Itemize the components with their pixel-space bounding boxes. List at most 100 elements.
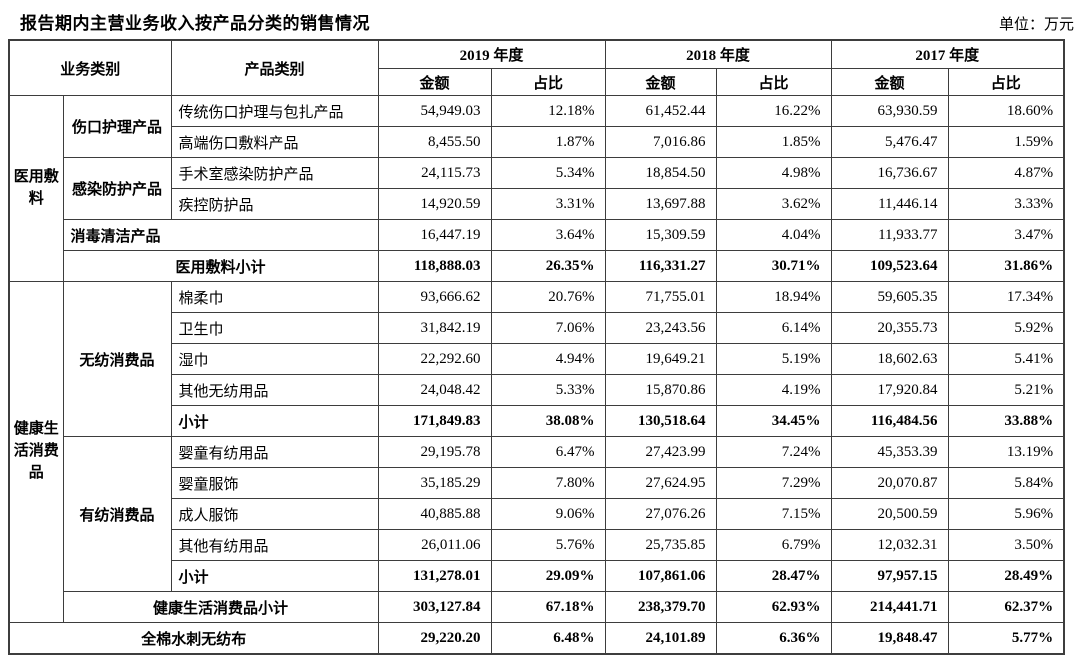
business-group-medical: 医用敷料: [8, 95, 64, 282]
share-2019-cell: 67.18%: [490, 591, 606, 623]
share-2017-cell: 5.77%: [947, 622, 1065, 655]
share-2017-cell: 17.34%: [947, 281, 1065, 313]
share-2019-cell: 6.47%: [490, 436, 606, 468]
share-2019-cell: 1.87%: [490, 126, 606, 158]
subtotal-label-health-life: 健康生活消费品小计: [62, 591, 379, 623]
amount-2017-cell: 18,602.63: [830, 343, 949, 375]
share-2017-cell: 13.19%: [947, 436, 1065, 468]
product-cell: 湿巾: [170, 343, 379, 375]
product-cell: 婴童有纺用品: [170, 436, 379, 468]
share-2018-cell: 62.93%: [715, 591, 832, 623]
share-2018-cell: 7.29%: [715, 467, 832, 499]
amount-2018-cell: 15,309.59: [604, 219, 717, 251]
share-2019-cell: 7.06%: [490, 312, 606, 344]
amount-2018-cell: 24,101.89: [604, 622, 717, 655]
sub-category-wound-care: 伤口护理产品: [62, 95, 172, 158]
amount-2018-cell: 107,861.06: [604, 560, 717, 592]
business-group-health-life: 健康生活消费品: [8, 281, 64, 623]
share-2018-cell: 18.94%: [715, 281, 832, 313]
table-row: 湿巾 22,292.60 4.94% 19,649.21 5.19% 18,60…: [9, 343, 1065, 375]
share-2019-cell: 38.08%: [490, 405, 606, 437]
year-2017-header: 2017 年度: [830, 39, 1065, 69]
document-header: 报告期内主营业务收入按产品分类的销售情况 单位：万元: [0, 0, 1080, 39]
amount-2017-cell: 16,736.67: [830, 157, 949, 189]
business-category-header: 业务类别: [8, 39, 172, 96]
amount-2017-cell: 214,441.71: [830, 591, 949, 623]
amount-2019-cell: 118,888.03: [377, 250, 492, 282]
table-row: 成人服饰 40,885.88 9.06% 27,076.26 7.15% 20,…: [9, 498, 1065, 530]
amount-2017-cell: 11,446.14: [830, 188, 949, 220]
share-2019-cell: 20.76%: [490, 281, 606, 313]
table-row: 卫生巾 31,842.19 7.06% 23,243.56 6.14% 20,3…: [9, 312, 1065, 344]
share-2017-cell: 62.37%: [947, 591, 1065, 623]
amount-2018-cell: 13,697.88: [604, 188, 717, 220]
share-2018-cell: 7.24%: [715, 436, 832, 468]
table-row: 医用敷料 伤口护理产品 传统伤口护理与包扎产品 54,949.03 12.18%…: [8, 95, 1065, 282]
product-cell: 成人服饰: [170, 498, 379, 530]
share-2018-cell: 34.45%: [715, 405, 832, 437]
amount-2017-cell: 20,500.59: [830, 498, 949, 530]
amount-2017-cell: 12,032.31: [830, 529, 949, 561]
share-2019-cell: 6.48%: [490, 622, 606, 655]
share-2018-cell: 4.04%: [715, 219, 832, 251]
amount-2019-cell: 14,920.59: [377, 188, 492, 220]
share-2017-cell: 31.86%: [947, 250, 1065, 282]
year-2019-header: 2019 年度: [377, 39, 606, 69]
share-2018-cell: 6.79%: [715, 529, 832, 561]
subtotal-label-medical: 医用敷料小计: [62, 250, 379, 282]
product-cell: 其他有纺用品: [170, 529, 379, 561]
amount-2019-cell: 29,195.78: [377, 436, 492, 468]
page-title: 报告期内主营业务收入按产品分类的销售情况: [20, 14, 370, 33]
amount-2017-cell: 59,605.35: [830, 281, 949, 313]
share-2017-cell: 5.41%: [947, 343, 1065, 375]
amount-header-2017: 金额: [830, 68, 949, 96]
amount-2018-cell: 15,870.86: [604, 374, 717, 406]
amount-2018-cell: 7,016.86: [604, 126, 717, 158]
product-cell: 手术室感染防护产品: [170, 157, 379, 189]
amount-2017-cell: 11,933.77: [830, 219, 949, 251]
product-cell: 棉柔巾: [170, 281, 379, 313]
total-row-spunlace: 全棉水刺无纺布 29,220.20 6.48% 24,101.89 6.36% …: [8, 622, 1065, 655]
share-2017-cell: 33.88%: [947, 405, 1065, 437]
share-2019-cell: 9.06%: [490, 498, 606, 530]
table-row: 消毒清洁产品 16,447.19 3.64% 15,309.59 4.04% 1…: [9, 219, 1065, 251]
table-row: 婴童服饰 35,185.29 7.80% 27,624.95 7.29% 20,…: [9, 467, 1065, 499]
amount-2017-cell: 19,848.47: [830, 622, 949, 655]
amount-2018-cell: 130,518.64: [604, 405, 717, 437]
amount-2019-cell: 54,949.03: [377, 95, 492, 127]
amount-2019-cell: 31,842.19: [377, 312, 492, 344]
product-cell: 婴童服饰: [170, 467, 379, 499]
table-row: 疾控防护品 14,920.59 3.31% 13,697.88 3.62% 11…: [9, 188, 1065, 220]
amount-2018-cell: 25,735.85: [604, 529, 717, 561]
amount-header-2019: 金额: [377, 68, 492, 96]
sub-category-woven: 有纺消费品: [62, 436, 172, 592]
product-cell: 卫生巾: [170, 312, 379, 344]
amount-2017-cell: 116,484.56: [830, 405, 949, 437]
table-row: 其他有纺用品 26,011.06 5.76% 25,735.85 6.79% 1…: [9, 529, 1065, 561]
share-2018-cell: 4.19%: [715, 374, 832, 406]
share-2017-cell: 3.50%: [947, 529, 1065, 561]
share-2018-cell: 3.62%: [715, 188, 832, 220]
subtotal-row-woven: 小计 131,278.01 29.09% 107,861.06 28.47% 9…: [9, 560, 1065, 592]
total-label-spunlace: 全棉水刺无纺布: [8, 622, 379, 655]
amount-2018-cell: 61,452.44: [604, 95, 717, 127]
product-cell: 疾控防护品: [170, 188, 379, 220]
product-cell: 传统伤口护理与包扎产品: [170, 95, 379, 127]
amount-2018-cell: 71,755.01: [604, 281, 717, 313]
share-2019-cell: 5.34%: [490, 157, 606, 189]
share-2018-cell: 1.85%: [715, 126, 832, 158]
sub-category-nonwoven: 无纺消费品: [62, 281, 172, 437]
amount-2017-cell: 17,920.84: [830, 374, 949, 406]
amount-2018-cell: 27,624.95: [604, 467, 717, 499]
share-header-2017: 占比: [947, 68, 1065, 96]
share-2017-cell: 5.96%: [947, 498, 1065, 530]
share-2017-cell: 18.60%: [947, 95, 1065, 127]
share-2017-cell: 3.33%: [947, 188, 1065, 220]
table-row: 有纺消费品 婴童有纺用品 29,195.78 6.47% 27,423.99 7…: [9, 436, 1065, 592]
amount-2019-cell: 22,292.60: [377, 343, 492, 375]
share-2018-cell: 16.22%: [715, 95, 832, 127]
amount-2017-cell: 20,070.87: [830, 467, 949, 499]
amount-2017-cell: 63,930.59: [830, 95, 949, 127]
subtotal-label-nonwoven: 小计: [170, 405, 379, 437]
share-2018-cell: 5.19%: [715, 343, 832, 375]
